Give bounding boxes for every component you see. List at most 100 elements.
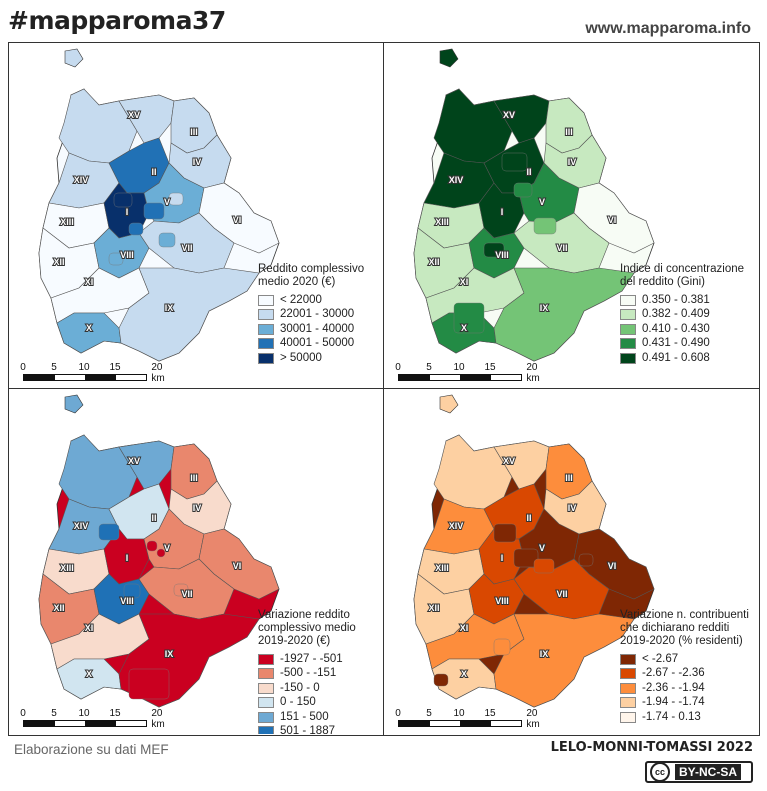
legend-title-line: Variazione reddito	[258, 609, 350, 621]
legend-swatch	[620, 338, 636, 349]
panel-divider-horizontal	[9, 388, 759, 389]
legend-swatch	[620, 711, 636, 723]
zona-urbanistica[interactable]	[128, 222, 144, 236]
exclave-area	[64, 48, 84, 68]
zona-urbanistica[interactable]	[123, 583, 141, 599]
legend-label: < 22000	[280, 293, 322, 306]
legend-swatch	[620, 697, 636, 708]
municipio-label: X	[461, 323, 467, 333]
zona-urbanistica[interactable]	[493, 523, 517, 543]
municipio-label: V	[164, 197, 170, 207]
zona-urbanistica[interactable]	[113, 192, 133, 208]
zona-urbanistica[interactable]	[513, 182, 533, 198]
scale-tick-label: 0	[20, 708, 26, 719]
scale-tick-label: 15	[109, 362, 121, 373]
zona-urbanistica[interactable]	[533, 217, 557, 235]
legend-item: -2.67 - -2.36	[620, 667, 749, 681]
scale-tick-label: 15	[484, 708, 496, 719]
legend-swatch	[258, 352, 274, 364]
zona-urbanistica[interactable]	[173, 583, 189, 597]
municipio-label: XII	[53, 257, 64, 267]
municipio-area[interactable]	[118, 267, 260, 362]
municipio-area[interactable]	[493, 613, 635, 708]
legend-label: 151 - 500	[280, 710, 329, 723]
scale-tick-label: 5	[426, 708, 432, 719]
municipio-label: IX	[540, 649, 549, 659]
legend-swatch	[258, 697, 274, 708]
zona-urbanistica[interactable]	[493, 638, 511, 656]
license-badge[interactable]: cc BY-NC-SA	[645, 761, 753, 783]
legend-swatch	[620, 682, 636, 694]
zona-urbanistica[interactable]	[433, 673, 449, 687]
zona-urbanistica[interactable]	[146, 540, 158, 552]
legend-swatch	[258, 711, 274, 723]
scale-bar: 0 5 10 15 20 km	[394, 362, 544, 384]
source-note: Elaborazione su dati MEF	[14, 742, 169, 757]
legend-item: 0.491 - 0.608	[620, 351, 744, 365]
authors-credit: LELO-MONNI-TOMASSI 2022	[550, 740, 753, 755]
municipio-label: II	[151, 167, 156, 177]
municipio-label: VI	[233, 215, 242, 225]
legend-swatch	[258, 726, 274, 734]
municipio-label: XV	[503, 456, 515, 466]
zona-urbanistica[interactable]	[578, 553, 594, 567]
legend-item: 22001 - 30000	[258, 308, 364, 322]
scale-bar-graphic	[23, 374, 147, 381]
legend-item: 0 - 150	[258, 696, 356, 710]
legend-item: -1.74 - 0.13	[620, 710, 749, 724]
legend-swatch	[620, 653, 636, 665]
legend-label: -1.94 - -1.74	[642, 696, 705, 708]
zona-urbanistica[interactable]	[483, 242, 505, 258]
municipio-label: XIII	[435, 563, 449, 573]
legend-swatch	[620, 352, 636, 364]
municipio-label: VI	[608, 561, 617, 571]
map-grid: I II III IV V VI VII VIII IX X XI XII XIII XIV XV Redd…	[8, 42, 760, 736]
municipio-label: IV	[193, 503, 202, 513]
zona-urbanistica[interactable]	[533, 558, 555, 574]
municipio-label: IX	[165, 649, 174, 659]
legend-swatch	[258, 682, 274, 694]
legend-label: -1927 - -501	[280, 652, 343, 665]
zona-urbanistica[interactable]	[143, 202, 165, 220]
legend-item: < -2.67	[620, 652, 749, 666]
municipio-label: VIII	[495, 596, 509, 606]
legend-title-line: del reddito (Gini)	[620, 276, 706, 288]
legend-reddito: Reddito complessivo medio 2020 (€) < 220…	[258, 263, 364, 366]
municipio-label: VII	[181, 243, 192, 253]
municipio-label: VIII	[120, 250, 134, 260]
zona-urbanistica[interactable]	[98, 523, 120, 541]
zona-urbanistica[interactable]	[453, 302, 485, 334]
legend-swatch	[620, 323, 636, 335]
zona-urbanistica[interactable]	[128, 668, 170, 700]
map-panel-reddito: I II III IV V VI VII VIII IX X XI XII XIII XIV XV Redd…	[9, 43, 383, 388]
map-panel-variazione-reddito: I II III IV V VI VII VIII IX X XI XII XIII XIV XV Vari…	[9, 389, 383, 734]
zona-urbanistica[interactable]	[108, 252, 124, 266]
zona-urbanistica[interactable]	[501, 152, 528, 172]
municipio-label: I	[501, 553, 504, 563]
zona-urbanistica[interactable]	[513, 548, 539, 568]
zona-urbanistica[interactable]	[158, 232, 176, 248]
scale-bar: 0 5 10 15 20 km	[19, 708, 169, 730]
legend-title-line: 2019-2020 (% residenti)	[620, 635, 743, 647]
scale-tick-label: 20 km	[526, 708, 540, 730]
municipio-area[interactable]	[493, 267, 635, 362]
municipio-label: XII	[53, 603, 64, 613]
municipio-label: VII	[556, 589, 567, 599]
legend-item: 0.350 - 0.381	[620, 293, 744, 307]
zona-urbanistica[interactable]	[168, 192, 184, 206]
municipio-label: V	[164, 543, 170, 553]
municipio-label: IV	[568, 503, 577, 513]
legend-variazione-reddito: Variazione reddito complessivo medio 201…	[258, 609, 356, 734]
website-link[interactable]: www.mapparoma.info	[585, 20, 751, 37]
municipio-label: XI	[460, 623, 469, 633]
municipio-label: X	[86, 669, 92, 679]
scale-bar-graphic	[398, 720, 522, 727]
legend-item: 151 - 500	[258, 710, 356, 724]
scale-tick-label: 5	[51, 362, 57, 373]
scale-tick-label: 5	[426, 362, 432, 373]
zona-urbanistica[interactable]	[156, 548, 166, 558]
legend-label: -2.36 - -1.94	[642, 681, 705, 694]
legend-label: 0.491 - 0.608	[642, 351, 710, 364]
legend-label: -500 - -151	[280, 667, 337, 679]
scale-tick-label: 20 km	[526, 362, 540, 384]
